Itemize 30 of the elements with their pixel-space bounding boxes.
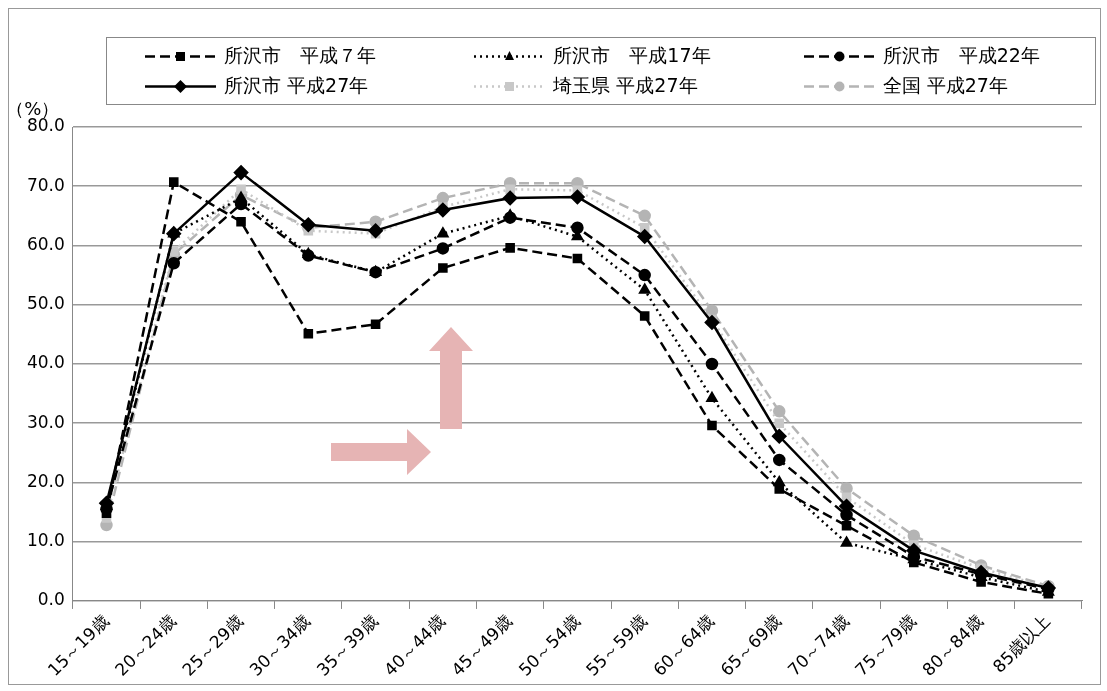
x-tick-label: 15～19歳 <box>43 610 113 680</box>
x-tick-label: 50～54歳 <box>514 610 584 680</box>
x-tick-label: 35～39歳 <box>312 610 382 680</box>
legend-label: 所沢市 平成22年 <box>882 43 1040 68</box>
legend-label: 全国 平成27年 <box>882 73 1008 98</box>
y-tick-label: 60.0 <box>26 233 65 254</box>
x-tick-label: 65～69歳 <box>716 610 786 680</box>
y-tick-label: 30.0 <box>26 411 65 432</box>
x-tick-label: 40～44歳 <box>380 610 449 680</box>
legend-label: 所沢市 平成17年 <box>553 43 711 68</box>
y-tick-label: 50.0 <box>26 293 65 314</box>
legend-label: 埼玉県 平成27年 <box>553 73 698 98</box>
x-tick-label: 25～29歳 <box>178 610 247 680</box>
x-tick-label: 30～34歳 <box>245 610 315 680</box>
legend-label: 所沢市 平成27年 <box>224 73 369 98</box>
x-tick-label: 85歳以上 <box>988 610 1055 677</box>
x-tick-label: 80～84歳 <box>918 610 988 680</box>
y-tick-label: 20.0 <box>26 470 65 491</box>
x-tick-label: 60～64歳 <box>649 610 718 680</box>
y-tick-label: 70.0 <box>26 174 65 195</box>
x-tick-label: 70～74歳 <box>783 610 853 680</box>
x-tick-label: 75～79歳 <box>850 610 920 680</box>
y-tick-label: 0.0 <box>37 589 65 610</box>
x-tick-label: 55～59歳 <box>581 610 651 680</box>
legend-label: 所沢市 平成７年 <box>224 43 376 68</box>
y-tick-label: 40.0 <box>26 352 65 373</box>
x-tick-label: 45～49歳 <box>447 610 517 680</box>
y-tick-label: 10.0 <box>26 530 65 551</box>
x-tick-label: 20～24歳 <box>110 610 180 680</box>
y-axis-title: （%） <box>6 97 60 119</box>
